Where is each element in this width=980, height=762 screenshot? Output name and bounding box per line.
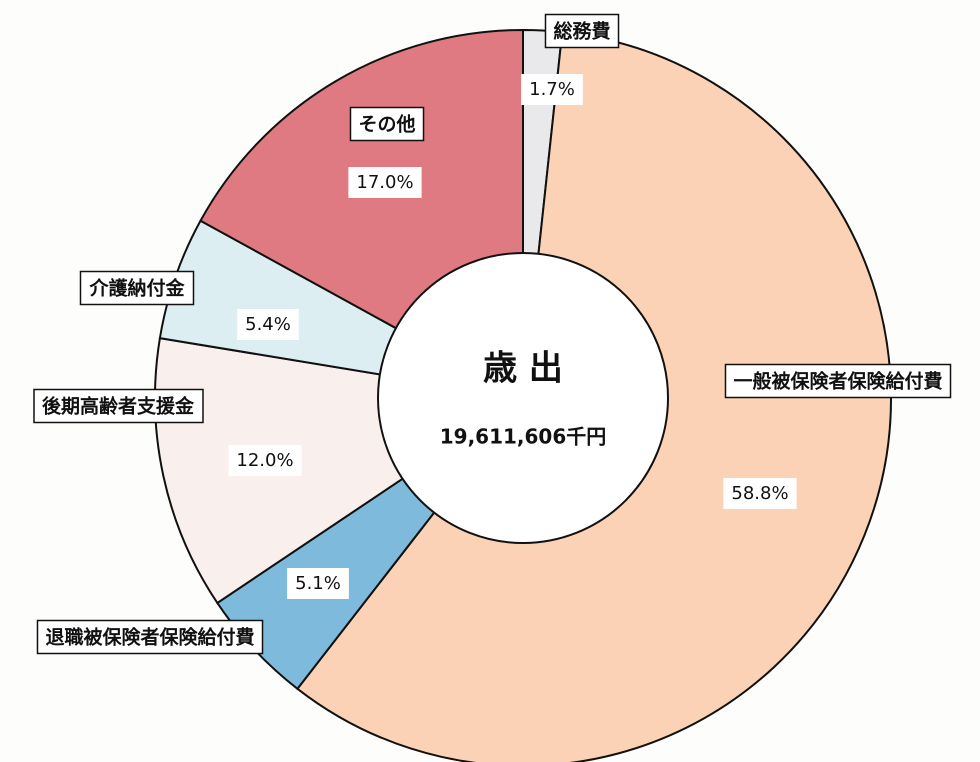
category-label-bg (33, 388, 204, 424)
category-label: 一般被保険者保険給付費 (733, 370, 942, 393)
category-label-bg (724, 363, 952, 399)
category-label-box: 退職被保険者保険給付費 (36, 619, 264, 655)
value-label-box: 17.0% (348, 167, 422, 198)
value-label-box: 12.0% (228, 445, 302, 476)
category-label: 介護納付金 (88, 277, 185, 300)
value-label-bg (228, 445, 302, 476)
category-label-bg (36, 619, 264, 655)
category-label: その他 (358, 113, 415, 136)
value-label-box: 5.1% (287, 568, 349, 599)
category-label: 退職被保険者保険給付費 (45, 626, 254, 649)
value-label-bg (521, 74, 583, 105)
category-label-box: 総務費 (544, 13, 620, 49)
category-label: 総務費 (553, 20, 610, 43)
value-label: 5.1% (295, 573, 341, 594)
category-label-box: その他 (349, 106, 425, 142)
category-label-bg (79, 270, 195, 306)
value-label: 17.0% (356, 172, 413, 193)
category-label-bg (544, 13, 620, 49)
value-label-box: 1.7% (521, 74, 583, 105)
chart-title: 歳 出 (483, 349, 563, 389)
chart-subtitle: 19,611,606千円 (440, 425, 607, 449)
value-label: 58.8% (731, 483, 788, 504)
category-label-bg (349, 106, 425, 142)
donut-hole (377, 252, 669, 544)
category-label-box: 介護納付金 (79, 270, 195, 306)
category-label-box: 一般被保険者保険給付費 (724, 363, 952, 399)
value-label-bg (287, 568, 349, 599)
value-label-box: 58.8% (723, 478, 797, 509)
value-label: 1.7% (529, 79, 575, 100)
category-label: 後期高齢者支援金 (42, 395, 195, 418)
value-label-box: 5.4% (237, 309, 299, 340)
value-label: 12.0% (236, 450, 293, 471)
category-label-box: 後期高齢者支援金 (33, 388, 204, 424)
labels: 総務費 1.7% 一般被保険者保険給付費 58.8% 退職被保険者保険給付費 5.1% 後期… (33, 13, 952, 655)
value-label-bg (237, 309, 299, 340)
value-label-bg (348, 167, 422, 198)
value-label: 5.4% (245, 314, 291, 335)
value-label-bg (723, 478, 797, 509)
